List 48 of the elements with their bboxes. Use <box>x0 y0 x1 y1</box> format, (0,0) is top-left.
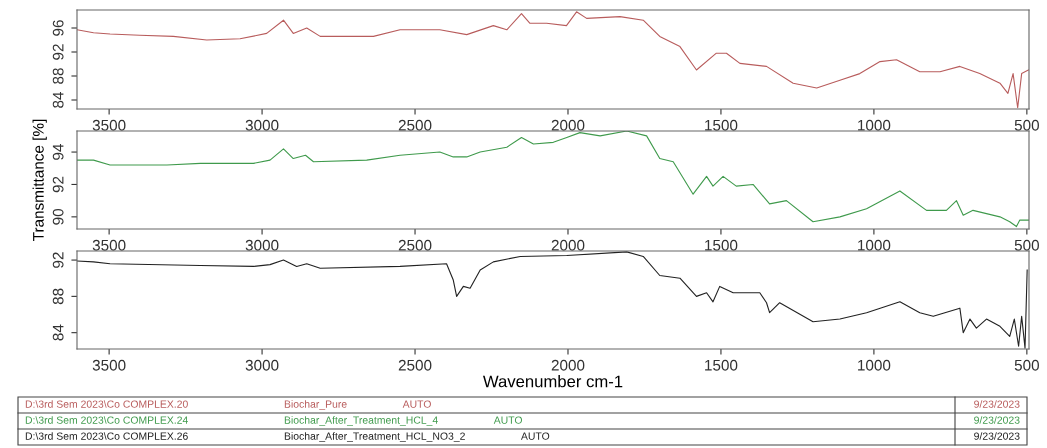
y-tick-label: 92 <box>52 252 64 268</box>
x-tick-label: 3000 <box>245 119 279 131</box>
x-tick-label: 1500 <box>705 359 738 371</box>
y-tick-label: 92 <box>52 44 64 60</box>
text: 9/23/2023 <box>974 432 1020 440</box>
x-tick-label: 1500 <box>705 239 738 251</box>
text: AUTO <box>493 416 522 424</box>
y-tick-label: 84 <box>52 91 64 108</box>
x-tick-label: 1000 <box>858 359 891 371</box>
x-tick-label: 3000 <box>245 239 279 251</box>
text: Biochar_Pure <box>284 400 347 410</box>
text: 9/23/2023 <box>974 416 1020 424</box>
y-tick-label: 84 <box>52 324 64 341</box>
x-tick-label: 1000 <box>858 239 891 251</box>
x-axis-title: Wavenumber cm-1 <box>483 375 623 388</box>
x-tick-label: 500 <box>1014 359 1040 371</box>
y-tick-label: 96 <box>52 20 64 36</box>
text: D:\3rd Sem 2023\Co COMPLEX.24 <box>25 416 188 424</box>
x-tick-label: 2000 <box>551 359 585 371</box>
x-tick-label: 2000 <box>551 239 585 251</box>
x-tick-label: 1000 <box>858 119 891 131</box>
text: Biochar_After_Treatment_HCL_4 <box>284 416 438 426</box>
text: D:\3rd Sem 2023\Co COMPLEX.20 <box>25 400 188 408</box>
x-tick-label: 500 <box>1014 239 1040 251</box>
y-tick-label: 88 <box>52 288 64 305</box>
text: Biochar_After_Treatment_HCL_NO3_2 <box>284 432 465 442</box>
x-tick-label: 2500 <box>398 359 432 371</box>
x-tick-label: 2500 <box>398 239 432 251</box>
y-tick-label: 94 <box>52 144 64 160</box>
x-tick-label: 1500 <box>705 119 738 131</box>
x-tick-label: 3500 <box>92 359 126 371</box>
x-tick-label: 3500 <box>92 239 126 251</box>
y-axis-title: Transmittance [%] <box>32 119 47 241</box>
line-series <box>77 251 1028 349</box>
y-tick-label: 90 <box>52 208 64 225</box>
x-tick-label: 3000 <box>245 359 279 371</box>
x-tick-label: 2500 <box>398 119 432 131</box>
y-tick-label: 88 <box>52 68 64 84</box>
x-tick-label: 3500 <box>92 119 126 131</box>
y-tick-label: 92 <box>52 176 64 193</box>
line-series <box>77 131 1029 228</box>
text: AUTO <box>402 400 431 408</box>
text: AUTO <box>520 432 550 440</box>
text: 9/23/2023 <box>974 400 1020 408</box>
x-tick-label: 500 <box>1014 119 1040 131</box>
text: D:\3rd Sem 2023\Co COMPLEX.26 <box>25 432 188 440</box>
x-tick-label: 2000 <box>551 119 585 131</box>
line-series <box>77 11 1029 109</box>
